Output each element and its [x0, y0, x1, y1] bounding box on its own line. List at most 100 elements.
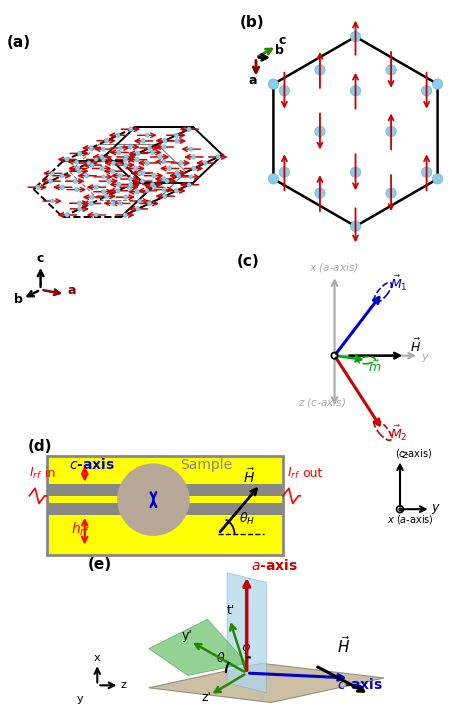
Circle shape	[145, 161, 149, 165]
Circle shape	[104, 194, 109, 199]
Text: $\vec{H}$: $\vec{H}$	[410, 338, 421, 355]
Circle shape	[110, 201, 115, 206]
Bar	[46, 485, 283, 496]
Text: $c$-axis: $c$-axis	[337, 677, 383, 692]
Text: $\vec{m}$: $\vec{m}$	[368, 359, 381, 375]
Text: (d): (d)	[27, 440, 52, 454]
Circle shape	[191, 166, 196, 171]
Circle shape	[136, 151, 140, 156]
Circle shape	[117, 150, 121, 155]
Circle shape	[48, 179, 53, 184]
Circle shape	[150, 150, 155, 155]
Circle shape	[73, 179, 77, 184]
Text: (c): (c)	[237, 254, 260, 269]
Circle shape	[123, 195, 128, 199]
Text: $y$: $y$	[431, 502, 441, 516]
Circle shape	[203, 161, 208, 165]
Circle shape	[128, 182, 133, 187]
Circle shape	[60, 174, 64, 178]
Circle shape	[179, 161, 183, 165]
Text: $\theta_H$: $\theta_H$	[239, 511, 255, 528]
Circle shape	[350, 221, 361, 232]
Circle shape	[432, 174, 443, 184]
Circle shape	[147, 146, 152, 150]
Circle shape	[167, 166, 172, 171]
Text: in: in	[45, 467, 56, 480]
Circle shape	[150, 182, 155, 186]
Circle shape	[189, 147, 193, 151]
Circle shape	[100, 166, 104, 171]
Circle shape	[432, 79, 443, 90]
Circle shape	[117, 182, 121, 186]
Bar	[46, 456, 283, 555]
Circle shape	[138, 171, 142, 176]
Circle shape	[77, 206, 82, 211]
Circle shape	[158, 155, 162, 159]
Text: $h_{rf}$: $h_{rf}$	[72, 521, 91, 538]
Circle shape	[60, 185, 64, 189]
Text: $\vec{M}_2$: $\vec{M}_2$	[390, 424, 407, 444]
Text: x: x	[94, 653, 100, 663]
Circle shape	[315, 65, 325, 75]
Polygon shape	[149, 619, 247, 675]
Circle shape	[89, 146, 93, 150]
Circle shape	[94, 213, 98, 217]
Circle shape	[174, 171, 179, 175]
Text: c: c	[36, 252, 44, 265]
Circle shape	[135, 189, 139, 194]
Circle shape	[216, 155, 220, 159]
Circle shape	[128, 145, 133, 149]
Circle shape	[165, 179, 169, 184]
Circle shape	[77, 201, 82, 206]
Text: $I_{rf}$: $I_{rf}$	[29, 466, 43, 481]
Circle shape	[268, 79, 279, 90]
Text: $I_{rf}$: $I_{rf}$	[287, 466, 301, 481]
Text: y: y	[77, 693, 83, 703]
Text: c: c	[279, 34, 286, 47]
Circle shape	[84, 174, 89, 178]
Text: $\theta$: $\theta$	[216, 651, 226, 665]
Circle shape	[135, 158, 139, 162]
Circle shape	[74, 188, 79, 191]
Circle shape	[116, 189, 120, 193]
Circle shape	[90, 195, 94, 199]
Text: $\vec{M}_1$: $\vec{M}_1$	[390, 274, 407, 293]
Circle shape	[386, 65, 396, 75]
Text: $c$-axis: $c$-axis	[70, 457, 116, 472]
Circle shape	[187, 182, 191, 187]
Text: ($c$-axis): ($c$-axis)	[395, 447, 433, 460]
Circle shape	[104, 138, 109, 143]
Circle shape	[140, 179, 145, 184]
Circle shape	[350, 85, 361, 96]
Circle shape	[94, 185, 98, 189]
Circle shape	[118, 146, 122, 150]
Circle shape	[128, 177, 133, 181]
Text: out: out	[302, 467, 323, 480]
Text: z: z	[402, 450, 408, 460]
Text: t': t'	[227, 604, 236, 617]
Circle shape	[147, 201, 152, 206]
Text: (b): (b)	[240, 15, 264, 30]
Circle shape	[162, 188, 166, 191]
Text: $x$ ($a$-axis): $x$ ($a$-axis)	[387, 513, 434, 526]
Ellipse shape	[117, 463, 190, 536]
Circle shape	[128, 127, 133, 131]
Circle shape	[136, 206, 140, 211]
Circle shape	[152, 185, 156, 189]
Circle shape	[90, 163, 94, 167]
Text: Sample: Sample	[180, 458, 232, 472]
Circle shape	[315, 188, 325, 199]
Circle shape	[176, 174, 181, 178]
Text: $\varphi$: $\varphi$	[241, 642, 251, 656]
Circle shape	[128, 185, 132, 189]
Text: a: a	[248, 74, 257, 87]
Circle shape	[279, 167, 290, 178]
Circle shape	[94, 158, 98, 161]
Circle shape	[421, 85, 432, 96]
Circle shape	[77, 151, 82, 156]
Circle shape	[279, 85, 290, 96]
Circle shape	[101, 175, 105, 179]
Circle shape	[64, 213, 69, 217]
Text: $x$ ($a$-axis): $x$ ($a$-axis)	[310, 261, 359, 274]
Text: $\vec{H}$: $\vec{H}$	[337, 635, 350, 657]
